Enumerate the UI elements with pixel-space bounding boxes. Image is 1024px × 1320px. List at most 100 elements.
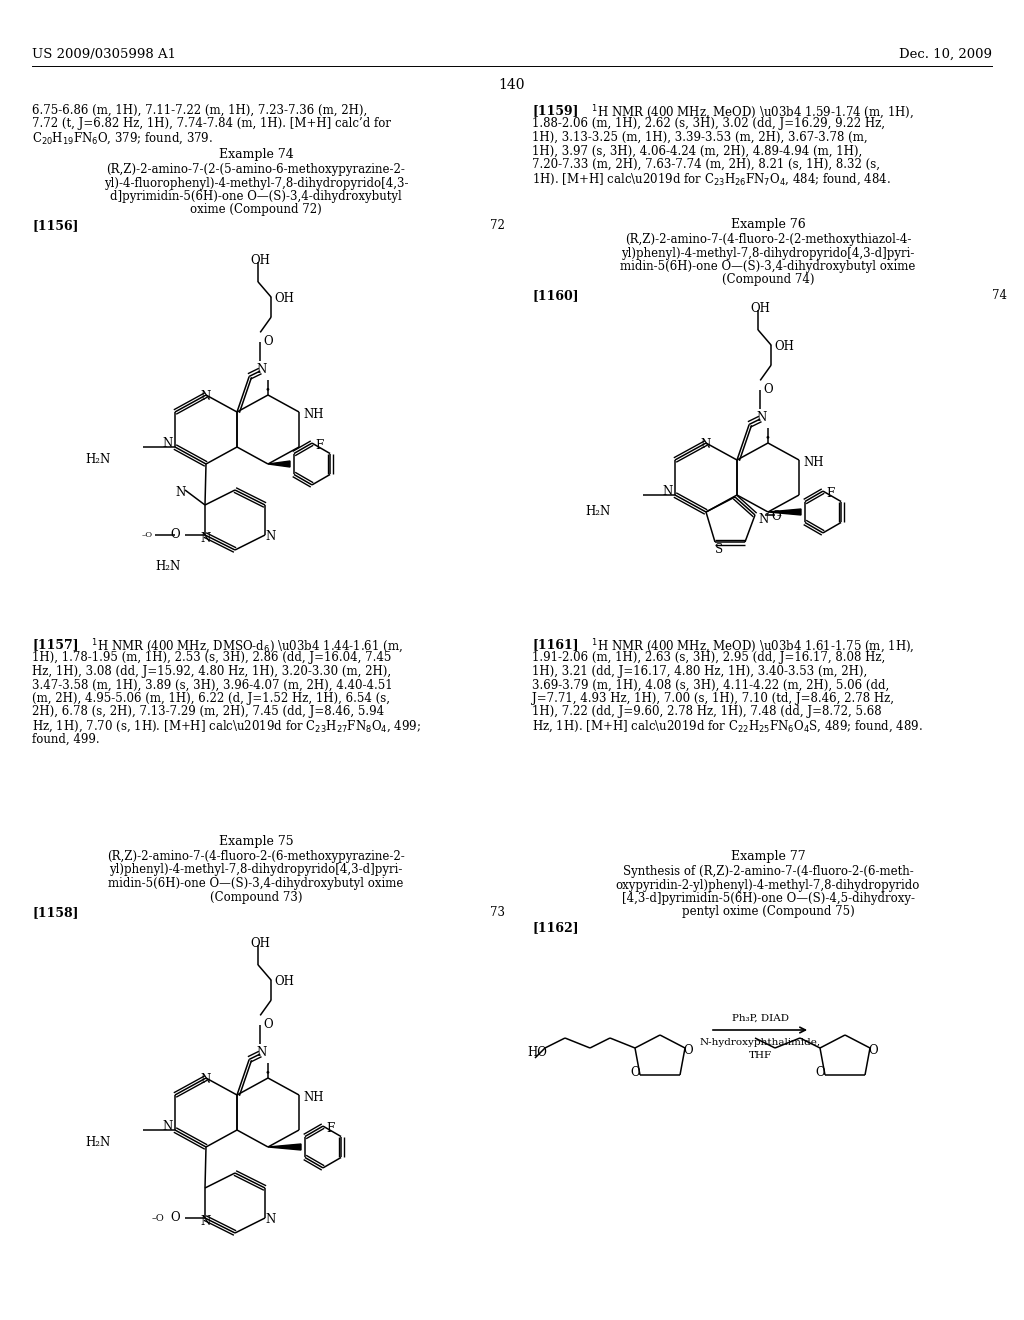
Text: O: O (763, 383, 773, 396)
Text: N: N (162, 1119, 172, 1133)
Text: O: O (868, 1044, 878, 1057)
Text: (Compound 73): (Compound 73) (210, 891, 302, 903)
Text: –: – (777, 511, 782, 520)
Text: [4,3-d]pyrimidin-5(6H)-one O—(S)-4,5-dihydroxy-: [4,3-d]pyrimidin-5(6H)-one O—(S)-4,5-dih… (622, 892, 914, 906)
Text: O: O (815, 1067, 824, 1078)
Text: 7.72 (t, J=6.82 Hz, 1H), 7.74-7.84 (m, 1H). [M+H] calc’d for: 7.72 (t, J=6.82 Hz, 1H), 7.74-7.84 (m, 1… (32, 117, 391, 131)
Polygon shape (268, 461, 290, 467)
Text: [1156]: [1156] (32, 219, 79, 232)
Text: Synthesis of (R,Z)-2-amino-7-(4-fluoro-2-(6-meth-: Synthesis of (R,Z)-2-amino-7-(4-fluoro-2… (623, 865, 913, 878)
Text: F: F (826, 487, 835, 500)
Text: 1H), 3.97 (s, 3H), 4.06-4.24 (m, 2H), 4.89-4.94 (m, 1H),: 1H), 3.97 (s, 3H), 4.06-4.24 (m, 2H), 4.… (532, 144, 862, 157)
Text: OH: OH (274, 292, 294, 305)
Text: O: O (683, 1044, 692, 1057)
Text: 3.69-3.79 (m, 1H), 4.08 (s, 3H), 4.11-4.22 (m, 2H), 5.06 (dd,: 3.69-3.79 (m, 1H), 4.08 (s, 3H), 4.11-4.… (532, 678, 889, 692)
Text: •: • (765, 433, 771, 442)
Text: Hz, 1H), 3.08 (dd, J=15.92, 4.80 Hz, 1H), 3.20-3.30 (m, 2H),: Hz, 1H), 3.08 (dd, J=15.92, 4.80 Hz, 1H)… (32, 665, 391, 678)
Text: (R,Z)-2-amino-7-(4-fluoro-2-(6-methoxypyrazine-2-: (R,Z)-2-amino-7-(4-fluoro-2-(6-methoxypy… (108, 850, 404, 863)
Text: Dec. 10, 2009: Dec. 10, 2009 (899, 48, 992, 61)
Text: N-hydroxyphthalimide,: N-hydroxyphthalimide, (699, 1038, 820, 1047)
Text: Example 75: Example 75 (219, 836, 293, 847)
Text: [1159]: [1159] (532, 104, 579, 117)
Text: N: N (265, 531, 275, 543)
Text: oxime (Compound 72): oxime (Compound 72) (190, 203, 322, 216)
Polygon shape (768, 510, 801, 515)
Text: N: N (162, 437, 172, 450)
Text: O: O (263, 335, 272, 348)
Text: H₂N: H₂N (585, 506, 610, 517)
Text: J=7.71, 4.93 Hz, 1H), 7.00 (s, 1H), 7.10 (td, J=8.46, 2.78 Hz,: J=7.71, 4.93 Hz, 1H), 7.00 (s, 1H), 7.10… (532, 692, 894, 705)
Text: OH: OH (774, 341, 794, 354)
Text: yl)phenyl)-4-methyl-7,8-dihydropyrido[4,3-d]pyri-: yl)phenyl)-4-methyl-7,8-dihydropyrido[4,… (110, 863, 402, 876)
Text: 1.88-2.06 (m, 1H), 2.62 (s, 3H), 3.02 (dd, J=16.29, 9.22 Hz,: 1.88-2.06 (m, 1H), 2.62 (s, 3H), 3.02 (d… (532, 117, 885, 131)
Text: F: F (326, 1122, 334, 1135)
Text: pentyl oxime (Compound 75): pentyl oxime (Compound 75) (682, 906, 854, 919)
Text: oxypyridin-2-yl)phenyl)-4-methyl-7,8-dihydropyrido: oxypyridin-2-yl)phenyl)-4-methyl-7,8-dih… (615, 879, 921, 891)
Text: Example 77: Example 77 (731, 850, 805, 863)
Text: THF: THF (749, 1051, 771, 1060)
Text: 73: 73 (490, 906, 505, 919)
Text: (R,Z)-2-amino-7-(4-fluoro-2-(2-methoxythiazol-4-: (R,Z)-2-amino-7-(4-fluoro-2-(2-methoxyth… (625, 234, 911, 246)
Text: 1.91-2.06 (m, 1H), 2.63 (s, 3H), 2.95 (dd, J=16.17, 8.08 Hz,: 1.91-2.06 (m, 1H), 2.63 (s, 3H), 2.95 (d… (532, 652, 886, 664)
Text: midin-5(6H)-one O—(S)-3,4-dihydroxybutyl oxime: midin-5(6H)-one O—(S)-3,4-dihydroxybutyl… (621, 260, 915, 273)
Text: 6.75-6.86 (m, 1H), 7.11-7.22 (m, 1H), 7.23-7.36 (m, 2H),: 6.75-6.86 (m, 1H), 7.11-7.22 (m, 1H), 7.… (32, 104, 368, 117)
Text: N: N (200, 532, 210, 545)
Text: O: O (170, 528, 179, 541)
Text: C$_{20}$H$_{19}$FN$_6$O, 379; found, 379.: C$_{20}$H$_{19}$FN$_6$O, 379; found, 379… (32, 131, 213, 147)
Text: OH: OH (750, 302, 770, 315)
Text: $^1$H NMR (400 MHz, MeOD) \u03b4 1.61-1.75 (m, 1H),: $^1$H NMR (400 MHz, MeOD) \u03b4 1.61-1.… (584, 638, 914, 656)
Text: –O: –O (142, 531, 154, 539)
Text: O: O (630, 1067, 640, 1078)
Text: 1H). [M+H] calc\u2019d for C$_{23}$H$_{26}$FN$_7$O$_4$, 484; found, 484.: 1H). [M+H] calc\u2019d for C$_{23}$H$_{2… (532, 172, 891, 187)
Text: S: S (715, 543, 723, 556)
Text: HO: HO (527, 1045, 547, 1059)
Text: OH: OH (250, 937, 270, 950)
Text: (Compound 74): (Compound 74) (722, 273, 814, 286)
Text: found, 499.: found, 499. (32, 733, 99, 746)
Text: d]pyrimidin-5(6H)-one O—(S)-3,4-dihydroxybutyl: d]pyrimidin-5(6H)-one O—(S)-3,4-dihydrox… (111, 190, 401, 203)
Polygon shape (268, 1144, 301, 1150)
Text: N: N (200, 1073, 210, 1086)
Text: US 2009/0305998 A1: US 2009/0305998 A1 (32, 48, 176, 61)
Text: 1H), 3.13-3.25 (m, 1H), 3.39-3.53 (m, 2H), 3.67-3.78 (m,: 1H), 3.13-3.25 (m, 1H), 3.39-3.53 (m, 2H… (532, 131, 867, 144)
Text: N: N (265, 1213, 275, 1226)
Text: (m, 2H), 4.95-5.06 (m, 1H), 6.22 (d, J=1.52 Hz, 1H), 6.54 (s,: (m, 2H), 4.95-5.06 (m, 1H), 6.22 (d, J=1… (32, 692, 390, 705)
Text: H₂N: H₂N (155, 560, 180, 573)
Text: F: F (315, 440, 324, 451)
Text: Ph₃P, DIAD: Ph₃P, DIAD (731, 1014, 788, 1023)
Text: OH: OH (250, 253, 270, 267)
Text: [1157]: [1157] (32, 638, 79, 651)
Text: [1161]: [1161] (532, 638, 579, 651)
Text: N: N (756, 411, 766, 424)
Text: O: O (263, 1019, 272, 1031)
Text: Example 74: Example 74 (219, 148, 293, 161)
Text: 2H), 6.78 (s, 2H), 7.13-7.29 (m, 2H), 7.45 (dd, J=8.46, 5.94: 2H), 6.78 (s, 2H), 7.13-7.29 (m, 2H), 7.… (32, 705, 384, 718)
Text: •: • (265, 1068, 271, 1077)
Text: yl)phenyl)-4-methyl-7,8-dihydropyrido[4,3-d]pyri-: yl)phenyl)-4-methyl-7,8-dihydropyrido[4,… (622, 247, 914, 260)
Text: H₂N: H₂N (85, 453, 111, 466)
Text: [1158]: [1158] (32, 906, 79, 919)
Text: N: N (200, 1214, 210, 1228)
Text: OH: OH (274, 975, 294, 989)
Text: N: N (200, 389, 210, 403)
Text: 140: 140 (499, 78, 525, 92)
Text: midin-5(6H)-one O—(S)-3,4-dihydroxybutyl oxime: midin-5(6H)-one O—(S)-3,4-dihydroxybutyl… (109, 876, 403, 890)
Text: (R,Z)-2-amino-7-(2-(5-amino-6-methoxypyrazine-2-: (R,Z)-2-amino-7-(2-(5-amino-6-methoxypyr… (106, 162, 406, 176)
Text: [1160]: [1160] (532, 289, 579, 302)
Text: 74: 74 (992, 289, 1007, 302)
Text: N: N (700, 438, 711, 451)
Text: N: N (758, 513, 768, 525)
Text: Hz, 1H). [M+H] calc\u2019d for C$_{22}$H$_{25}$FN$_6$O$_4$S, 489; found, 489.: Hz, 1H). [M+H] calc\u2019d for C$_{22}$H… (532, 719, 923, 734)
Text: 72: 72 (490, 219, 505, 232)
Text: NH: NH (303, 408, 324, 421)
Text: $^1$H NMR (400 MHz, DMSO-d$_6$) \u03b4 1.44-1.61 (m,: $^1$H NMR (400 MHz, DMSO-d$_6$) \u03b4 1… (84, 638, 403, 656)
Text: H₂N: H₂N (85, 1137, 111, 1148)
Text: Example 76: Example 76 (731, 218, 805, 231)
Text: yl)-4-fluorophenyl)-4-methyl-7,8-dihydropyrido[4,3-: yl)-4-fluorophenyl)-4-methyl-7,8-dihydro… (103, 177, 409, 190)
Text: 1H), 7.22 (dd, J=9.60, 2.78 Hz, 1H), 7.48 (dd, J=8.72, 5.68: 1H), 7.22 (dd, J=9.60, 2.78 Hz, 1H), 7.4… (532, 705, 882, 718)
Text: [1162]: [1162] (532, 921, 579, 935)
Text: NH: NH (803, 455, 823, 469)
Text: •: • (265, 385, 271, 393)
Text: 3.47-3.58 (m, 1H), 3.89 (s, 3H), 3.96-4.07 (m, 2H), 4.40-4.51: 3.47-3.58 (m, 1H), 3.89 (s, 3H), 3.96-4.… (32, 678, 392, 692)
Text: N: N (256, 363, 266, 376)
